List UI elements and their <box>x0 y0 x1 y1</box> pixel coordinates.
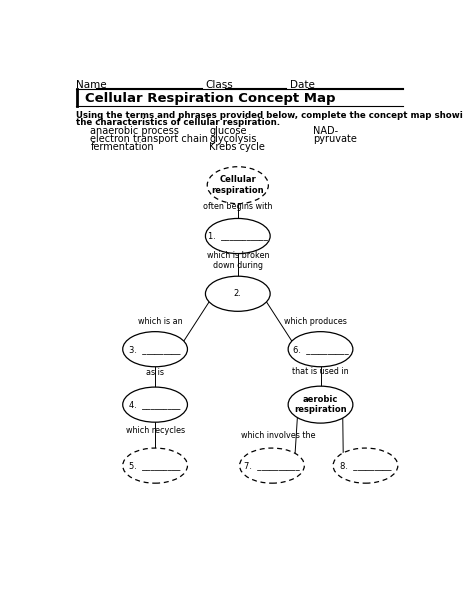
Text: anaerobic process: anaerobic process <box>90 126 179 136</box>
Text: 3.  _________: 3. _________ <box>129 344 181 353</box>
Ellipse shape <box>239 448 304 483</box>
Ellipse shape <box>122 448 187 483</box>
Text: Name: Name <box>76 80 106 90</box>
Text: 8.  _________: 8. _________ <box>339 461 390 470</box>
Text: which is broken
down during: which is broken down during <box>206 251 269 270</box>
Text: the characteristics of cellular respiration.: the characteristics of cellular respirat… <box>76 118 280 127</box>
Text: 4.  _________: 4. _________ <box>129 400 181 409</box>
Text: 5.  _________: 5. _________ <box>129 461 181 470</box>
Text: pyruvate: pyruvate <box>313 134 357 144</box>
Text: that is used in: that is used in <box>292 367 348 376</box>
Text: Krebs cycle: Krebs cycle <box>209 142 264 152</box>
Text: 6.  __________: 6. __________ <box>292 344 348 353</box>
Text: fermentation: fermentation <box>90 142 154 152</box>
Text: NAD-: NAD- <box>313 126 338 136</box>
Text: 7.  __________: 7. __________ <box>244 461 299 470</box>
Ellipse shape <box>332 448 397 483</box>
Ellipse shape <box>122 387 187 422</box>
Text: Using the terms and phrases provided below, complete the concept map showing: Using the terms and phrases provided bel… <box>76 112 463 121</box>
Text: Class: Class <box>205 80 233 90</box>
Text: which is an: which is an <box>138 317 182 326</box>
Ellipse shape <box>288 386 352 423</box>
Text: Date: Date <box>289 80 314 90</box>
Text: glycolysis: glycolysis <box>209 134 256 144</box>
Text: electron transport chain: electron transport chain <box>90 134 208 144</box>
Text: aerobic
respiration: aerobic respiration <box>294 395 346 415</box>
Text: Cellular
respiration: Cellular respiration <box>211 175 263 195</box>
Text: 2.: 2. <box>233 289 241 298</box>
Ellipse shape <box>207 167 268 203</box>
Text: 1.  ___________: 1. ___________ <box>207 232 267 241</box>
Text: often begins with: often begins with <box>203 202 272 211</box>
Text: which recycles: which recycles <box>125 426 184 435</box>
Text: which involves the: which involves the <box>240 431 315 440</box>
Text: Cellular Respiration Concept Map: Cellular Respiration Concept Map <box>85 92 335 105</box>
Text: as is: as is <box>146 368 164 377</box>
Text: which produces: which produces <box>283 317 346 326</box>
Text: glucose: glucose <box>209 126 246 136</box>
Ellipse shape <box>205 276 269 311</box>
Ellipse shape <box>205 218 269 254</box>
Ellipse shape <box>288 332 352 367</box>
Ellipse shape <box>122 332 187 367</box>
